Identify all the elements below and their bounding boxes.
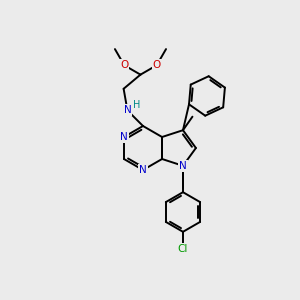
Text: H: H bbox=[133, 100, 140, 110]
Text: N: N bbox=[139, 165, 147, 175]
Text: N: N bbox=[179, 161, 187, 171]
Text: N: N bbox=[124, 105, 131, 116]
Text: N: N bbox=[124, 105, 131, 116]
Text: O: O bbox=[120, 60, 128, 70]
Text: N: N bbox=[139, 165, 147, 175]
Text: O: O bbox=[152, 60, 161, 70]
Text: N: N bbox=[179, 161, 187, 171]
Text: N: N bbox=[120, 132, 128, 142]
Text: Cl: Cl bbox=[178, 244, 188, 254]
Text: N: N bbox=[120, 132, 128, 142]
Text: Cl: Cl bbox=[178, 244, 188, 254]
Text: O: O bbox=[120, 60, 128, 70]
Text: O: O bbox=[152, 60, 161, 70]
Text: H: H bbox=[133, 100, 140, 110]
